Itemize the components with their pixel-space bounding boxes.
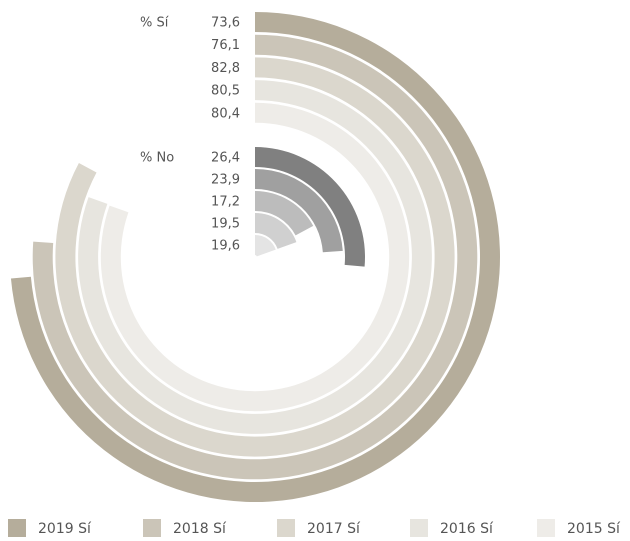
group-label: % No bbox=[140, 151, 174, 166]
group-label: % Sí bbox=[140, 16, 169, 31]
value-label: 17,2 bbox=[211, 195, 240, 210]
value-label: 26,4 bbox=[211, 151, 240, 166]
ring-bar bbox=[255, 169, 343, 253]
legend-label: 2016 Sí bbox=[440, 521, 494, 537]
ring-bar bbox=[32, 34, 478, 480]
value-label: 82,8 bbox=[211, 61, 240, 76]
legend-swatch bbox=[277, 519, 295, 537]
value-label: 73,6 bbox=[211, 16, 240, 31]
legend-label: 2019 Sí bbox=[38, 521, 92, 537]
legend-label: 2017 Sí bbox=[307, 521, 361, 537]
ring-bar bbox=[255, 147, 366, 267]
legend-swatch bbox=[8, 519, 26, 537]
legend-swatch bbox=[410, 519, 428, 537]
value-label: 80,5 bbox=[211, 84, 240, 99]
legend-swatch bbox=[143, 519, 161, 537]
legend-label: 2015 Sí bbox=[567, 521, 621, 537]
value-label: 19,6 bbox=[211, 239, 240, 254]
value-label: 23,9 bbox=[211, 173, 240, 188]
legend-swatch bbox=[537, 519, 555, 537]
value-label: 80,4 bbox=[211, 106, 240, 121]
ring-bar bbox=[255, 235, 276, 257]
ring-bar bbox=[255, 191, 314, 236]
legend-label: 2018 Sí bbox=[173, 521, 227, 537]
ring-bar bbox=[78, 80, 432, 434]
ring-bar bbox=[255, 213, 297, 249]
value-label: 19,5 bbox=[211, 217, 240, 232]
value-label: 76,1 bbox=[211, 38, 240, 53]
